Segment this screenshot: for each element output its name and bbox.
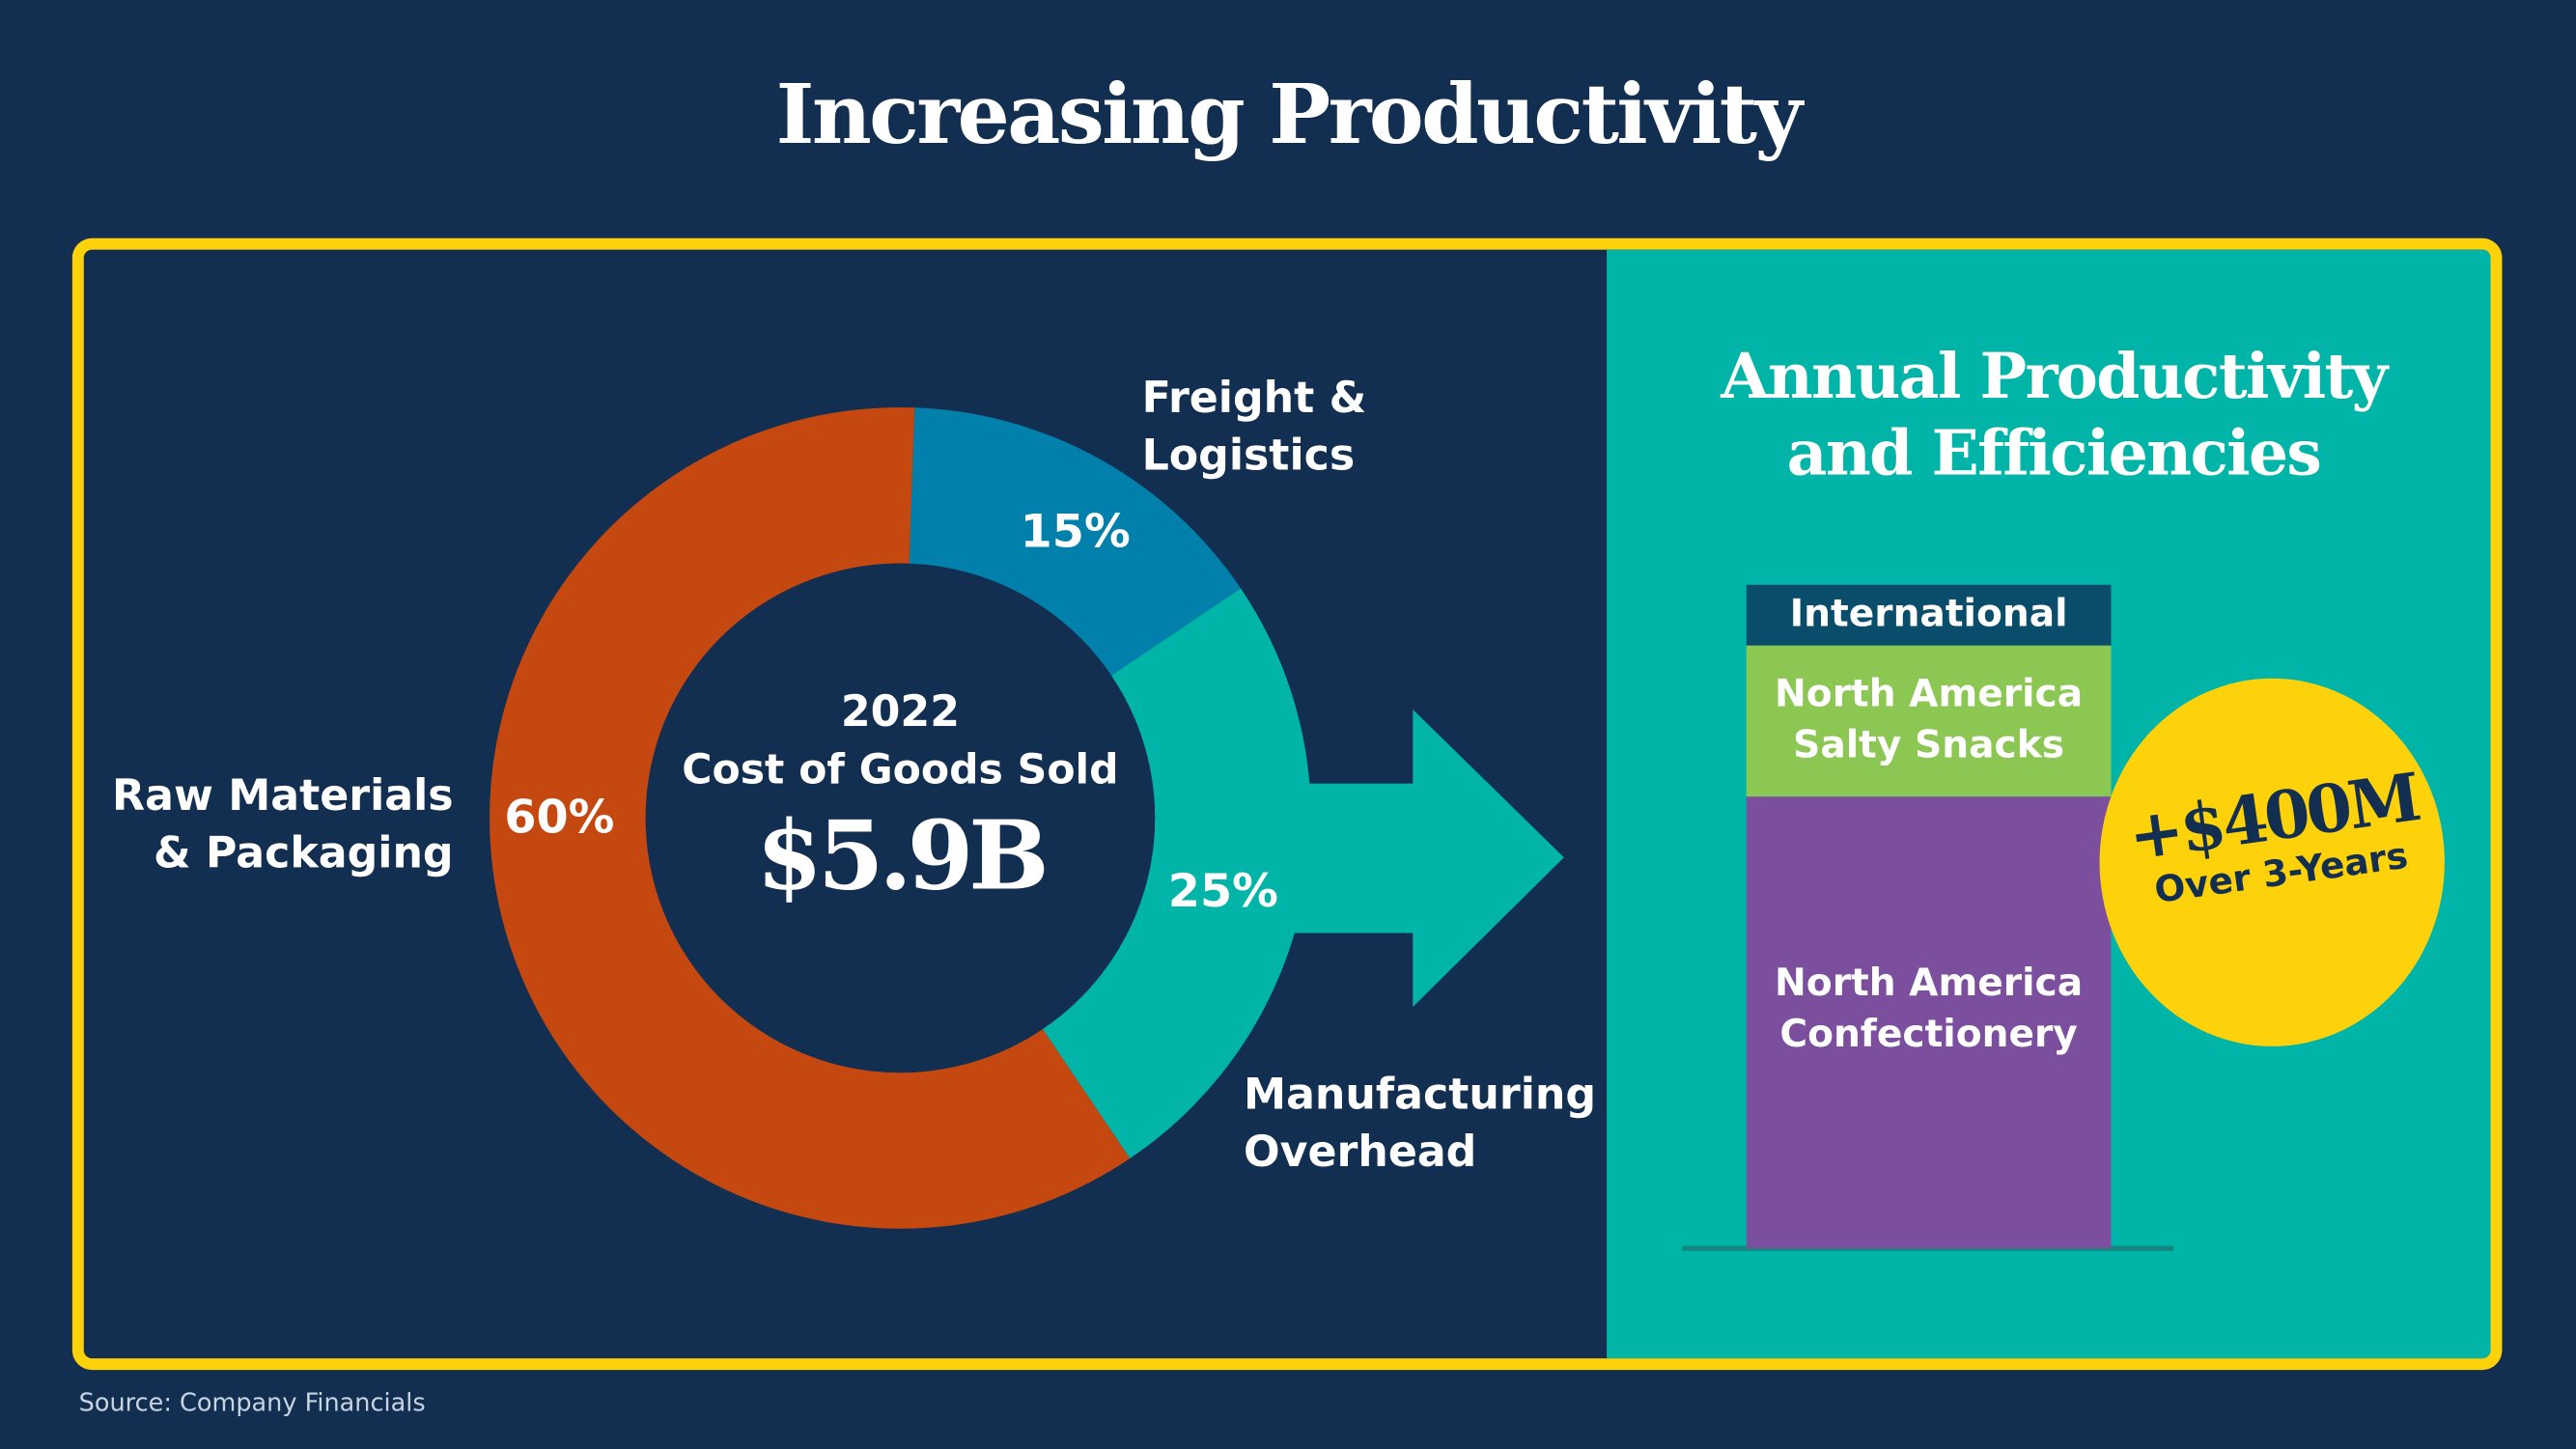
slice-raw-materials [490, 406, 1131, 1229]
stack-label: International [1789, 593, 2068, 636]
donut-center-label: Cost of Goods Sold [682, 745, 1119, 794]
stack-label: North America [1775, 673, 2084, 716]
pct-freight: 15% [1020, 504, 1131, 559]
donut-center: 2022 Cost of Goods Sold $5.9B [649, 683, 1152, 913]
arrow-shape [1248, 710, 1564, 1008]
panel-title-line: and Efficiencies [1786, 415, 2322, 490]
label-line: Overhead [1244, 1128, 1477, 1178]
stack-confectionery: North America Confectionery [1746, 796, 2112, 1249]
donut-year: 2022 [840, 687, 961, 738]
donut-hole [645, 563, 1156, 1073]
stack-international: International [1746, 584, 2112, 646]
savings-badge: +$400M Over 3-Years [2099, 678, 2445, 1046]
stack-label: North America [1775, 962, 2084, 1006]
stack-label: Salty Snacks [1793, 724, 2064, 767]
label-line: Freight & [1141, 374, 1367, 424]
page-title: Increasing Productivity [775, 66, 1803, 163]
label-raw-materials: Raw Materials & Packaging [98, 768, 454, 883]
slice-manufacturing [1042, 588, 1311, 1159]
stack-salty-snacks: North America Salty Snacks [1746, 645, 2112, 797]
slice-freight [909, 407, 1242, 676]
label-line: Raw Materials [112, 771, 454, 822]
pct-raw-materials: 60% [504, 790, 615, 845]
stack-label: Confectionery [1779, 1013, 2078, 1057]
panel-title-line: Annual Productivity [1721, 338, 2388, 413]
panel-title: Annual Productivity and Efficiencies [1643, 337, 2465, 491]
label-freight: Freight & Logistics [1142, 372, 1367, 487]
label-line: Manufacturing [1244, 1071, 1597, 1121]
label-manufacturing: Manufacturing Overhead [1244, 1068, 1596, 1183]
label-line: Logistics [1141, 432, 1356, 482]
donut-total: $5.9B [756, 799, 1049, 912]
pct-manufacturing: 25% [1167, 864, 1278, 919]
source-note: Source: Company Financials [78, 1387, 426, 1418]
label-line: & Packaging [154, 829, 454, 879]
